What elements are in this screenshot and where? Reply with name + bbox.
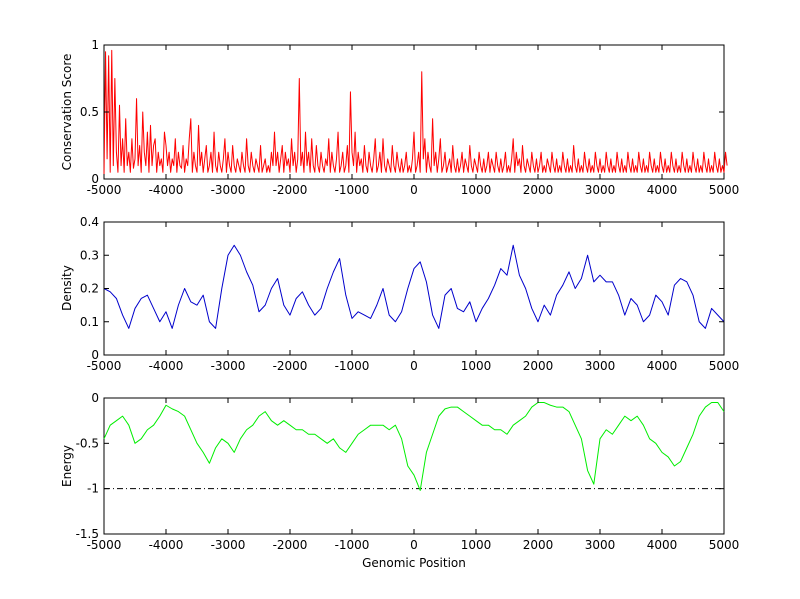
density-y-tick-label: 0.3 <box>80 248 99 262</box>
energy-x-axis-label: Genomic Position <box>362 556 466 570</box>
conservation-x-ticks: -5000 -4000 -3000 -2000 -1000 0 1000 2000 3000 40… <box>87 45 740 197</box>
conservation-x-tick-label: -2000 <box>273 183 308 197</box>
energy-x-tick-label: -2000 <box>273 538 308 552</box>
energy-y-tick-label: 0 <box>91 391 99 405</box>
density-panel: -5000 -4000 -3000 -2000 -1000 0 1000 2000 3000 40… <box>60 215 739 373</box>
density-x-tick-label: -5000 <box>87 359 122 373</box>
conservation-y-tick-label: 1 <box>91 38 99 52</box>
energy-x-tick-label: -1000 <box>335 538 370 552</box>
density-x-tick-label: 4000 <box>647 359 678 373</box>
conservation-x-tick-label: 5000 <box>709 183 740 197</box>
conservation-x-tick-label: 2000 <box>523 183 554 197</box>
conservation-x-tick-label: 4000 <box>647 183 678 197</box>
conservation-y-tick-label: 0.5 <box>80 105 99 119</box>
density-series <box>103 244 725 329</box>
density-plot-area <box>103 221 725 356</box>
conservation-series <box>103 49 728 177</box>
conservation-y-axis-label: Conservation Score <box>60 54 74 171</box>
density-x-tick-label: 2000 <box>523 359 554 373</box>
density-y-axis-label: Density <box>60 265 74 311</box>
energy-x-tick-label: 5000 <box>709 538 740 552</box>
density-x-tick-label: -4000 <box>149 359 184 373</box>
energy-y-axis-label: Energy <box>60 445 74 487</box>
conservation-panel: -5000 -4000 -3000 -2000 -1000 0 1000 2000 3000 40… <box>60 38 739 197</box>
density-x-tick-label: -2000 <box>273 359 308 373</box>
conservation-x-tick-label: 1000 <box>461 183 492 197</box>
density-y-tick-label: 0.2 <box>80 282 99 296</box>
energy-series <box>103 402 725 491</box>
density-y-tick-label: 0 <box>91 348 99 362</box>
density-x-tick-label: -3000 <box>211 359 246 373</box>
conservation-series-line-0 <box>103 49 728 177</box>
density-x-tick-label: 1000 <box>461 359 492 373</box>
energy-plot-area <box>103 397 725 535</box>
energy-x-tick-label: 2000 <box>523 538 554 552</box>
energy-panel: -5000 -4000 -3000 -2000 -1000 0 1000 2000 3000 40… <box>60 391 739 570</box>
energy-series-line-0 <box>103 402 725 491</box>
conservation-y-tick-label: 0 <box>91 172 99 186</box>
density-x-tick-label: -1000 <box>335 359 370 373</box>
density-x-tick-label: 3000 <box>585 359 616 373</box>
energy-y-tick-label: -1.5 <box>76 527 99 541</box>
density-y-tick-label: 0.1 <box>80 315 99 329</box>
energy-y-tick-label: -0.5 <box>76 436 99 450</box>
density-series-line-0 <box>103 244 725 329</box>
conservation-x-tick-label: -5000 <box>87 183 122 197</box>
energy-x-tick-label: -5000 <box>87 538 122 552</box>
energy-x-tick-label: -4000 <box>149 538 184 552</box>
energy-y-tick-label: -1 <box>87 482 99 496</box>
energy-y-ticks: -1.5 -1 -0.5 0 <box>76 391 724 541</box>
energy-x-tick-label: 3000 <box>585 538 616 552</box>
conservation-x-tick-label: -1000 <box>335 183 370 197</box>
density-y-ticks: 0 0.1 0.2 0.3 0.4 <box>80 215 724 362</box>
density-y-tick-label: 0.4 <box>80 215 99 229</box>
energy-x-tick-label: 4000 <box>647 538 678 552</box>
conservation-x-tick-label: -4000 <box>149 183 184 197</box>
energy-x-tick-label: -3000 <box>211 538 246 552</box>
conservation-x-tick-label: 0 <box>410 183 418 197</box>
energy-x-tick-label: 1000 <box>461 538 492 552</box>
energy-x-tick-label: 0 <box>410 538 418 552</box>
density-x-ticks: -5000 -4000 -3000 -2000 -1000 0 1000 2000 3000 40… <box>87 222 740 373</box>
conservation-x-tick-label: 3000 <box>585 183 616 197</box>
conservation-y-ticks: 00.51 <box>80 38 724 186</box>
density-x-tick-label: 0 <box>410 359 418 373</box>
conservation-x-tick-label: -3000 <box>211 183 246 197</box>
energy-x-ticks: -5000 -4000 -3000 -2000 -1000 0 1000 2000 3000 40… <box>87 398 740 552</box>
density-x-tick-label: 5000 <box>709 359 740 373</box>
